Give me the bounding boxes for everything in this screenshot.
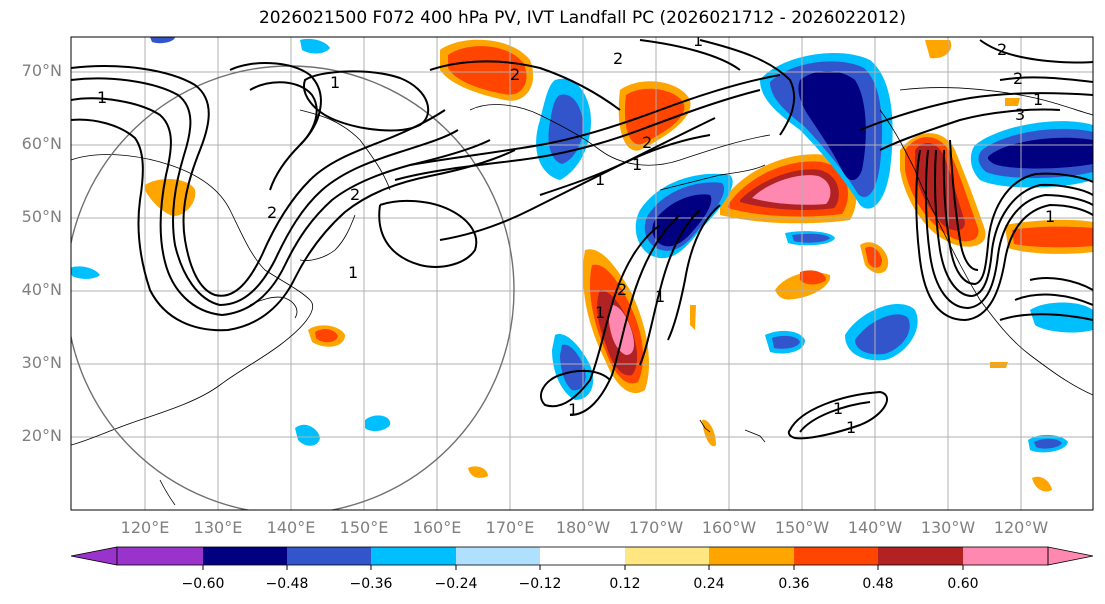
contour-labels: 1 1 2 2 1 2 2 1 1 1 2 1 1 1 2 1 1 3 2 2 … xyxy=(97,31,1055,437)
contour-label: 2 xyxy=(642,133,652,152)
colorbar-extend-low xyxy=(70,546,118,566)
lat-label-50n: 50°N xyxy=(21,207,62,226)
colorbar-bin xyxy=(117,547,203,565)
colorbar-tick: 0.60 xyxy=(947,576,979,592)
lon-label-130e: 130°E xyxy=(193,518,243,537)
colorbar-bin xyxy=(625,547,709,565)
contour-label: 1 xyxy=(655,287,665,306)
colorbar-bin xyxy=(878,547,963,565)
colorbar-tick: 0.24 xyxy=(693,576,725,592)
contour-label: 2 xyxy=(617,280,627,299)
lat-label-30n: 30°N xyxy=(21,353,62,372)
contour-label: 1 xyxy=(1033,90,1043,109)
contour-label: 2 xyxy=(510,65,520,84)
colorbar-bin xyxy=(287,547,371,565)
contour-label: 3 xyxy=(1015,105,1025,124)
colorbar-bin xyxy=(963,547,1048,565)
contour-label: 2 xyxy=(267,203,277,222)
map-frame xyxy=(70,36,1094,511)
lon-label-130w: 130°W xyxy=(920,518,976,537)
contour-label: 2 xyxy=(350,185,360,204)
lat-label-20n: 20°N xyxy=(21,426,62,445)
colorbar-tick: −0.60 xyxy=(181,576,225,592)
contour-label: 2 xyxy=(613,49,623,68)
colorbar-tick: 0.48 xyxy=(862,576,894,592)
contour-label: 1 xyxy=(595,303,605,322)
colorbar-tick: −0.48 xyxy=(265,576,309,592)
colorbar-bin xyxy=(371,547,456,565)
colorbar-bin xyxy=(540,547,625,565)
colorbar-bin xyxy=(203,547,287,565)
ivt-contours xyxy=(71,39,1093,440)
colorbar-extend-high xyxy=(1047,546,1094,566)
lon-label-170e: 170°E xyxy=(485,518,535,537)
contour-label: 1 xyxy=(348,263,358,282)
contour-label: 1 xyxy=(833,399,843,418)
colorbar-tick: 0.12 xyxy=(609,576,641,592)
contour-label: 1 xyxy=(568,400,578,419)
lon-label-170w: 170°W xyxy=(628,518,684,537)
lon-label-150e: 150°E xyxy=(339,518,389,537)
colorbar-bin xyxy=(709,547,794,565)
map-title: 2026021500 F072 400 hPa PV, IVT Landfall… xyxy=(258,8,906,28)
lon-label-140e: 140°E xyxy=(266,518,316,537)
contour-label: 2 xyxy=(997,40,1007,59)
contour-label: 1 xyxy=(97,88,107,107)
contour-label: 1 xyxy=(595,170,605,189)
lon-label-150w: 150°W xyxy=(774,518,830,537)
lon-label-120w: 120°W xyxy=(993,518,1049,537)
contour-label: 1 xyxy=(632,155,642,174)
colorbar-tick: −0.24 xyxy=(434,576,478,592)
contour-label: 1 xyxy=(846,418,856,437)
contour-label: 2 xyxy=(1013,69,1023,88)
lon-label-160w: 160°W xyxy=(701,518,757,537)
range-circle xyxy=(71,65,515,510)
pv-anomaly-shading xyxy=(71,37,1093,492)
lat-label-40n: 40°N xyxy=(21,280,62,299)
lon-label-140w: 140°W xyxy=(847,518,903,537)
graticule xyxy=(71,37,1093,510)
lat-label-70n: 70°N xyxy=(21,61,62,80)
colorbar-bin xyxy=(794,547,878,565)
lon-label-120e: 120°E xyxy=(120,518,170,537)
lon-label-160e: 160°E xyxy=(412,518,462,537)
colorbar-bin xyxy=(456,547,540,565)
colorbar xyxy=(70,546,1094,570)
lon-label-180w: 180°W xyxy=(555,518,611,537)
colorbar-tick: 0.36 xyxy=(778,576,810,592)
colorbar-tick: −0.36 xyxy=(349,576,393,592)
lat-label-60n: 60°N xyxy=(21,134,62,153)
colorbar-tick: −0.12 xyxy=(518,576,562,592)
contour-label: 1 xyxy=(330,73,340,92)
contour-label: 1 xyxy=(1045,207,1055,226)
contour-label: 1 xyxy=(693,31,703,50)
